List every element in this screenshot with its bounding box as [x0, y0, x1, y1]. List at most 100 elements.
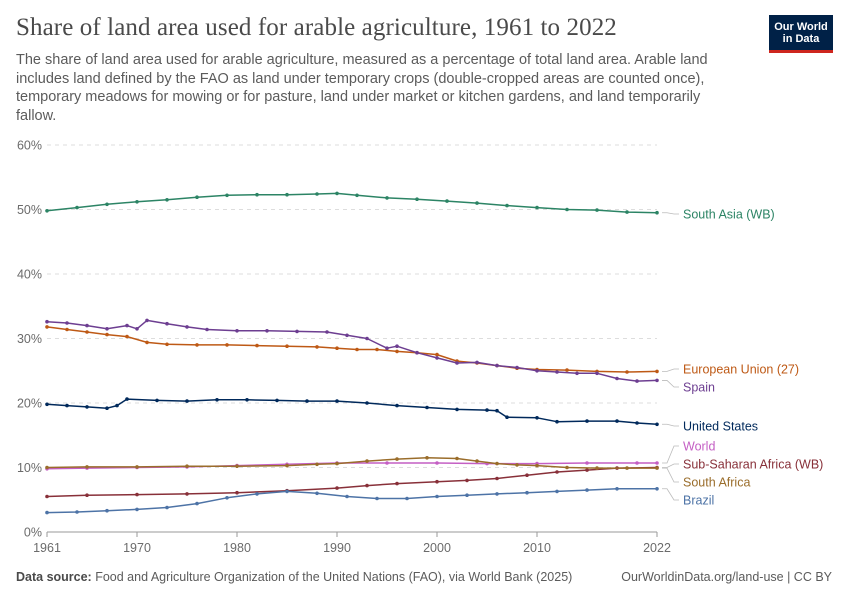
data-point	[285, 344, 289, 349]
data-point	[655, 487, 659, 491]
data-point	[45, 494, 49, 499]
data-point	[655, 210, 659, 215]
data-point	[505, 203, 509, 208]
data-point	[285, 192, 289, 197]
data-point	[255, 343, 259, 348]
data-point	[615, 376, 619, 381]
data-point	[165, 198, 169, 202]
y-tick-label: 50%	[17, 203, 42, 217]
data-point	[305, 399, 309, 403]
data-point	[265, 329, 269, 333]
chart-subtitle: The share of land area used for arable a…	[16, 52, 708, 124]
data-point	[275, 398, 279, 403]
data-source-label: Data source:	[16, 570, 92, 584]
data-point	[495, 492, 499, 496]
data-point	[495, 476, 499, 481]
label-connector	[662, 463, 679, 468]
data-point	[565, 368, 569, 372]
data-point	[425, 405, 429, 410]
data-point	[345, 333, 349, 338]
data-point	[85, 405, 89, 409]
license-link[interactable]: OurWorldinData.org/land-use | CC BY	[621, 570, 832, 584]
data-point	[75, 205, 79, 210]
series-line	[46, 192, 658, 214]
data-point	[335, 191, 339, 196]
series-label: Sub-Saharan Africa (WB)	[683, 458, 823, 472]
y-tick-label: 20%	[17, 397, 42, 411]
data-point	[105, 332, 109, 337]
y-tick-label: 10%	[17, 461, 42, 475]
data-point	[395, 457, 399, 461]
data-point	[535, 369, 539, 373]
data-point	[525, 490, 529, 495]
data-point	[285, 489, 289, 494]
data-point	[105, 406, 109, 411]
data-point	[465, 478, 469, 483]
x-tick-label: 1990	[323, 541, 351, 555]
data-point	[365, 459, 369, 463]
x-tick-label: 2010	[523, 541, 551, 555]
data-point	[135, 465, 139, 469]
data-point	[565, 465, 569, 470]
data-point	[75, 510, 79, 514]
data-point	[125, 323, 129, 328]
data-point	[45, 402, 49, 407]
data-point	[425, 456, 429, 460]
data-point	[85, 493, 89, 498]
data-point	[435, 479, 439, 484]
data-point	[445, 199, 449, 203]
data-point	[45, 319, 49, 324]
data-point	[185, 399, 189, 403]
data-point	[145, 318, 149, 323]
data-point	[375, 347, 379, 352]
data-point	[455, 361, 459, 365]
data-point	[585, 461, 589, 465]
data-point	[135, 492, 139, 497]
data-point	[335, 346, 339, 351]
data-point	[225, 193, 229, 198]
data-point	[325, 330, 329, 334]
series-line	[46, 398, 658, 426]
data-point	[365, 401, 369, 405]
logo-line-2: in Data	[782, 32, 820, 45]
y-tick-label: 30%	[17, 332, 42, 346]
data-point	[395, 403, 399, 408]
data-point	[185, 464, 189, 469]
data-point	[495, 408, 499, 413]
data-point	[335, 399, 339, 403]
data-point	[485, 408, 489, 412]
data-point	[85, 465, 89, 469]
data-point	[185, 325, 189, 329]
data-point	[615, 419, 619, 423]
data-point	[125, 397, 129, 401]
series-label: European Union (27)	[683, 363, 799, 377]
data-point	[475, 201, 479, 205]
data-point	[405, 496, 409, 501]
data-point	[115, 403, 119, 408]
data-point	[395, 344, 399, 349]
data-point	[105, 327, 109, 331]
data-point	[415, 350, 419, 355]
data-point	[455, 407, 459, 412]
label-connector	[662, 423, 679, 427]
data-point	[45, 325, 49, 329]
owid-logo[interactable]: Our World in Data	[769, 15, 833, 53]
data-point	[155, 398, 159, 403]
data-point	[625, 210, 629, 214]
data-point	[555, 470, 559, 474]
data-point	[365, 483, 369, 488]
y-tick-label: 0%	[24, 526, 42, 540]
data-point	[415, 197, 419, 201]
data-point	[165, 321, 169, 326]
data-point	[185, 492, 189, 496]
data-point	[45, 209, 49, 213]
label-connector	[662, 467, 679, 483]
data-point	[125, 334, 129, 339]
data-point	[555, 370, 559, 374]
data-point	[505, 415, 509, 420]
data-point	[555, 489, 559, 494]
series-label: Brazil	[683, 494, 714, 508]
data-point	[395, 481, 399, 486]
data-point	[535, 463, 539, 468]
